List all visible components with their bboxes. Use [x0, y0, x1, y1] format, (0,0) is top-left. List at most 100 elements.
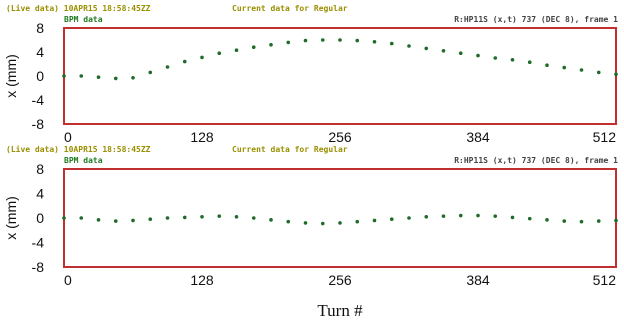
panel1-data-point [389, 41, 394, 46]
panel1-data-point [527, 60, 532, 64]
panel1-data-point [476, 53, 480, 58]
panel2-data-point [493, 214, 498, 218]
panel2-data-point [148, 217, 153, 222]
panel1-data-point [303, 38, 308, 43]
panel1-data-point [286, 40, 291, 45]
panel1-points [62, 38, 618, 81]
panel2-data-point [131, 218, 135, 223]
panel1-data-point [562, 65, 567, 70]
panel2-y-axis-label: x (mm) [3, 196, 19, 240]
panel1-data-point [165, 65, 170, 69]
panel1-data-point [545, 63, 549, 67]
panel1-y-tick-label: 4 [36, 44, 44, 60]
panel1-data-point [62, 74, 66, 78]
panel1-data-point [579, 68, 584, 72]
panel2-series-label: BPM data [64, 156, 103, 165]
panel2-data-point [338, 221, 342, 225]
panel1-x-tick-label: 256 [328, 129, 352, 145]
panel1-plot-frame [63, 27, 617, 125]
panel2-data-point [389, 217, 394, 222]
panel1-data-point [510, 58, 515, 62]
panel2-subtitle: Current data for Regular [232, 145, 348, 154]
panel1-data-point [372, 40, 377, 44]
panel2-data-point [614, 218, 618, 223]
panel1-data-point [320, 38, 325, 42]
panel1-subtitle: Current data for Regular [232, 4, 348, 13]
panel2-info: R:HP11S (x,t) 737 (DEC 8), frame 1 [454, 156, 618, 165]
panel1-ticks: 8 4 0 -4 -8 0 128 256 384 512 [32, 20, 617, 145]
panel1-data-point [113, 76, 118, 81]
panel1-data-point [148, 70, 153, 75]
panel2-data-point [251, 216, 256, 220]
panel1-status: (Live data) 10APR15 18:58:45ZZ [6, 3, 151, 13]
panel2-x-tick-label: 128 [190, 272, 214, 288]
panel2-data-point [165, 216, 170, 220]
panel2-y-tick-label: 8 [36, 161, 44, 177]
panel1-series-label: BPM data [64, 15, 103, 24]
panel1-data-point [251, 45, 256, 49]
panel2-data-point [113, 219, 118, 223]
panel2-data-point [234, 214, 239, 219]
panel1-data-point [338, 38, 342, 42]
panel1-data-point [355, 38, 360, 43]
panel2-data-point [476, 213, 480, 218]
panel2-x-tick-label: 256 [328, 272, 352, 288]
panel2-x-tick-label: 0 [64, 272, 72, 288]
panel2-data-point [286, 219, 291, 224]
panel2-y-tick-label: -8 [32, 259, 45, 275]
panel2-data-point [424, 214, 429, 219]
panel1-y-axis-label: x (mm) [3, 54, 19, 98]
panel2-data-point [372, 218, 377, 223]
panel2-data-point [62, 216, 66, 220]
panel1-data-point [234, 48, 239, 52]
panel2-data-point [79, 216, 84, 220]
panel1-info: R:HP11S (x,t) 737 (DEC 8), frame 1 [454, 15, 618, 24]
panel2-data-point [269, 218, 273, 222]
panel1-data-point [493, 56, 498, 60]
panel2-data-point [96, 218, 101, 222]
panel1-data-point [441, 49, 446, 53]
panel1-data-point [424, 46, 429, 51]
panel1-data-point [596, 70, 601, 75]
panel1-y-tick-label: -4 [32, 92, 45, 108]
panel2-data-point [320, 221, 325, 226]
panel1-data-point [200, 55, 204, 60]
panel2-ticks: 8 4 0 -4 -8 0 128 256 384 512 [32, 161, 617, 288]
panel1-data-point [458, 51, 463, 55]
panel2-data-point [200, 214, 204, 219]
panel1-data-point [407, 44, 411, 48]
panel2-data-point [510, 215, 515, 220]
panel2-y-tick-label: 4 [36, 186, 44, 202]
panel2-data-point [579, 219, 584, 224]
panel2-y-tick-label: -4 [32, 235, 45, 251]
panel1-x-tick-label: 0 [64, 129, 72, 145]
panel2-data-point [458, 213, 463, 218]
panel1-data-point [182, 59, 187, 64]
panel2-data-point [355, 219, 360, 224]
panel1-x-tick-label: 384 [466, 129, 490, 145]
panel1-data-point [96, 75, 101, 79]
panel2-data-point [407, 216, 411, 220]
panel1-y-tick-label: -8 [32, 116, 45, 132]
panel2-y-tick-label: 0 [36, 210, 44, 226]
panel1-data-point [614, 72, 618, 76]
panel2-data-point [527, 216, 532, 221]
panel2-data-point [545, 218, 549, 222]
panel2-status: (Live data) 10APR15 18:58:45ZZ [6, 144, 151, 154]
panel1-data-point [217, 51, 222, 55]
panel2-data-point [182, 215, 187, 220]
panel1-x-tick-label: 128 [190, 129, 214, 145]
panel2-plot-frame [63, 168, 617, 268]
panel1-data-point [131, 76, 135, 80]
panel2-x-tick-label: 384 [466, 272, 490, 288]
panel2-x-tick-label: 512 [593, 272, 617, 288]
panel1-y-tick-label: 8 [36, 20, 44, 36]
x-axis-label: Turn # [317, 301, 363, 320]
panel2-points [62, 213, 618, 226]
panel1-data-point [79, 74, 84, 78]
panel2-data-point [562, 219, 567, 223]
panel1-data-point [269, 43, 273, 47]
panel1-y-tick-label: 0 [36, 68, 44, 84]
panel2-data-point [441, 214, 446, 218]
panel2-data-point [596, 219, 601, 223]
